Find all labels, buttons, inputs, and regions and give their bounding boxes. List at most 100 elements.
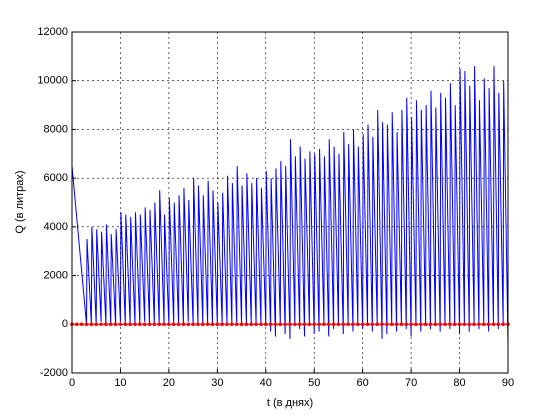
y-tick-label: -2000 [40,367,68,379]
point [375,322,380,327]
point [171,322,176,327]
point [278,322,283,327]
x-tick-label: 70 [405,377,417,389]
point [123,322,128,327]
series-line [71,66,509,344]
point [181,322,186,327]
point [496,322,501,327]
point [225,322,229,327]
point [167,322,171,327]
point [147,322,152,327]
point [351,322,355,327]
point [462,322,467,327]
point [452,322,457,327]
point [472,322,476,327]
point [423,322,428,327]
point [220,322,224,327]
x-tick-label: 30 [211,377,223,389]
point [205,322,210,327]
point [234,322,239,327]
point [239,322,244,327]
point [336,322,341,327]
point [162,322,166,327]
point [244,322,249,327]
point [448,322,452,327]
y-tick-label: 6000 [44,172,68,184]
point [414,322,418,327]
point [186,322,191,327]
y-tick-label: 10000 [37,75,68,87]
point [288,322,292,327]
point [385,322,389,327]
point [79,322,84,327]
point [380,322,384,327]
point [128,322,132,327]
point [341,322,346,327]
y-axis-label: Q (в литрах) [14,170,26,233]
point [428,322,433,327]
point [399,322,404,327]
point [438,322,442,327]
point [283,322,287,327]
point [443,322,447,327]
point [317,322,321,327]
point [94,322,99,327]
point [433,322,438,327]
x-tick-label: 20 [163,377,175,389]
point [133,322,137,327]
point [210,322,215,327]
point [254,322,258,327]
point [419,322,423,327]
point [365,322,370,327]
point [191,322,195,327]
point [259,322,263,327]
y-tick-label: 4000 [44,221,68,233]
point [322,322,326,327]
point [370,322,375,327]
point [307,322,312,327]
x-tick-label: 50 [308,377,320,389]
point [201,322,205,327]
point [196,322,200,327]
x-tick-label: 90 [502,377,514,389]
point [268,322,273,327]
point [331,322,336,327]
point [118,322,123,327]
point [113,322,118,327]
point [142,322,147,327]
point [293,322,297,327]
x-tick-label: 60 [357,377,369,389]
point [394,322,399,327]
x-tick-label: 40 [260,377,272,389]
point [486,322,491,327]
point [409,322,413,327]
point [249,322,254,327]
x-axis-label: t (в днях) [267,397,313,409]
point [302,322,307,327]
y-tick-label: 8000 [44,123,68,135]
point [457,322,462,327]
point [356,322,360,327]
point [263,322,268,327]
point [477,322,481,327]
point [360,322,365,327]
point [176,322,181,327]
point [501,322,505,327]
point [152,322,157,327]
x-tick-label: 10 [114,377,126,389]
axes-box [71,31,509,374]
point [104,322,108,327]
point [467,322,472,327]
x-tick-label: 80 [453,377,465,389]
point [346,322,350,327]
point [157,322,161,327]
point [312,322,317,327]
point [230,322,234,327]
x-tick-label: 0 [69,377,75,389]
point [99,322,103,327]
y-tick-label: 0 [62,318,68,330]
point [84,322,89,327]
point [389,322,394,327]
point [75,322,79,327]
